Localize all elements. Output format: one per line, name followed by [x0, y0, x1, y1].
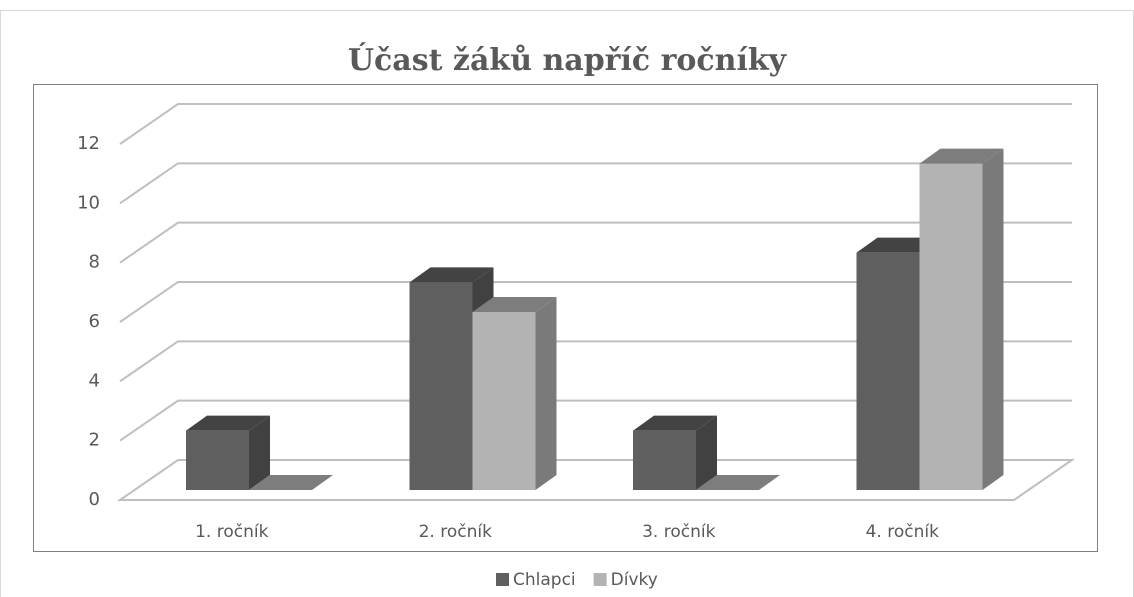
y-tick-label: 10 [77, 192, 100, 213]
bar [919, 163, 983, 490]
y-tick-label: 0 [89, 489, 100, 510]
bar-top [472, 297, 557, 312]
bar-side [249, 415, 270, 490]
grid-line [119, 281, 1072, 323]
grid-line [119, 103, 1072, 145]
grid-line [119, 162, 1072, 205]
bar-top [696, 475, 780, 490]
bar-side [982, 148, 1004, 490]
bar [472, 312, 536, 490]
y-tick-label: 8 [89, 252, 100, 273]
chart-title: Účast žáků napříč ročníky [348, 42, 788, 78]
plot-border [33, 84, 1098, 552]
y-tick-label: 4 [89, 370, 100, 391]
bar-top [919, 148, 1004, 164]
legend-label: Dívky [611, 570, 658, 590]
bar-top [409, 267, 494, 283]
legend-swatch [593, 573, 607, 586]
y-tick-label: 2 [89, 430, 100, 451]
x-tick-label: 2. ročník [419, 522, 492, 542]
legend-swatch [496, 573, 509, 586]
bar-top [186, 415, 270, 431]
bar-side [535, 297, 557, 490]
bar-side [696, 415, 717, 490]
x-tick-label: 1. ročník [195, 522, 268, 542]
x-tick-label: 4. ročník [866, 522, 939, 542]
floor [116, 459, 1076, 501]
bar [409, 282, 473, 490]
bar-top [249, 475, 333, 490]
bar [856, 252, 920, 490]
y-tick-label: 12 [77, 133, 100, 154]
grid-line [119, 221, 1072, 264]
y-tick-label: 6 [89, 311, 100, 332]
bar [633, 430, 696, 490]
grid-line [119, 340, 1072, 383]
grid-line [119, 399, 1072, 442]
x-tick-label: 3. ročník [642, 522, 715, 542]
legend-label: Chlapci [513, 570, 576, 590]
bar [186, 430, 249, 490]
bar-top [633, 415, 717, 431]
